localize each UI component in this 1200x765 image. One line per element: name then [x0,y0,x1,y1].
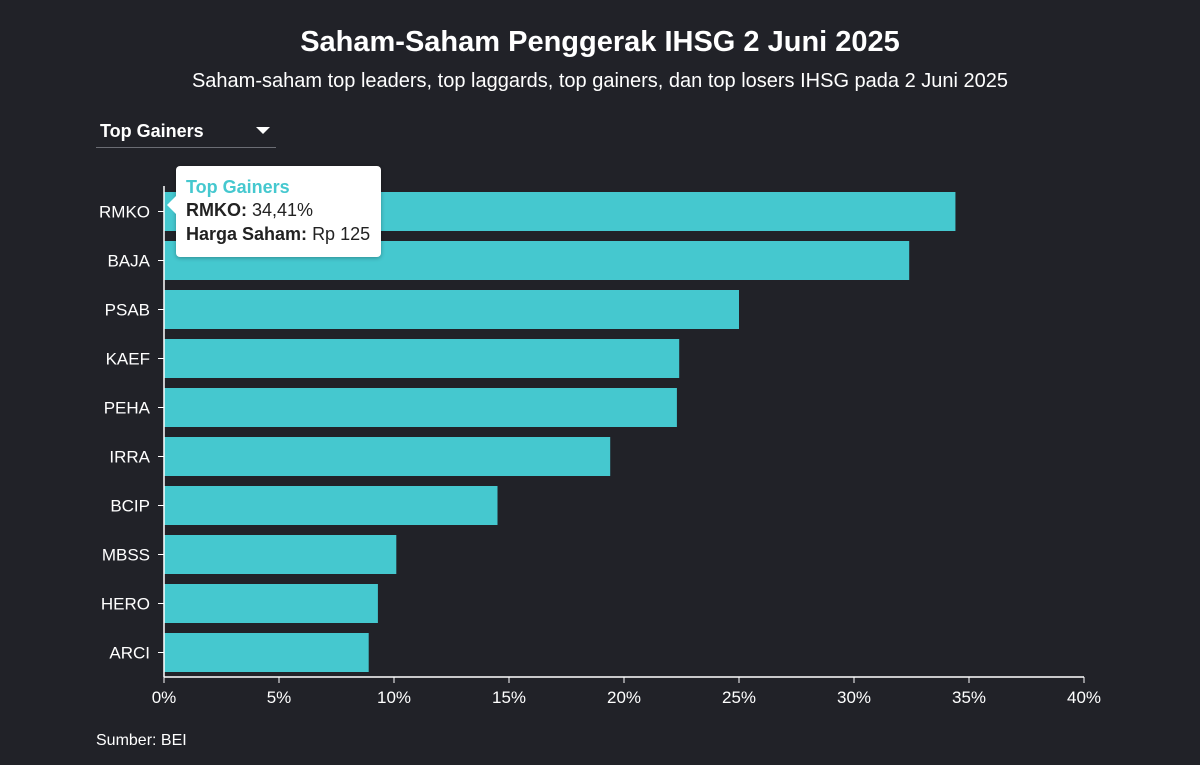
category-dropdown[interactable]: Top Gainers [96,114,276,148]
bar-irra[interactable] [164,437,611,476]
x-tick-label: 40% [1067,688,1101,707]
chevron-down-icon [256,127,270,134]
x-tick-label: 30% [837,688,871,707]
y-tick-label: MBSS [102,546,150,565]
tooltip-ticker-value: 34,41% [252,200,314,220]
tooltip-price-row: Harga Saham: Rp 125 [186,222,371,246]
y-tick-label: HERO [101,595,150,614]
y-tick-label: ARCI [109,644,150,663]
x-tick-label: 20% [607,688,641,707]
bar-hero[interactable] [164,584,378,623]
x-tick-label: 25% [722,688,756,707]
y-tick-label: PEHA [104,399,151,418]
bar-psab[interactable] [164,290,739,329]
tooltip-pointer [167,196,176,214]
y-tick-label: BAJA [107,252,150,271]
bar-peha[interactable] [164,388,677,427]
y-tick-label: KAEF [106,350,150,369]
dropdown-selected-label: Top Gainers [100,121,204,141]
bar-arci[interactable] [164,633,369,672]
y-tick-label: BCIP [110,497,150,516]
tooltip-price-label: Harga Saham: [186,224,308,244]
tooltip-price-value: Rp 125 [312,224,371,244]
bar-kaef[interactable] [164,339,680,378]
y-tick-label: IRRA [109,448,150,467]
bar-bcip[interactable] [164,486,498,525]
x-tick-label: 10% [377,688,411,707]
chart-title: Saham-Saham Penggerak IHSG 2 Juni 2025 [300,26,900,58]
x-tick-label: 0% [152,688,177,707]
x-tick-label: 15% [492,688,526,707]
chart-subtitle: Saham-saham top leaders, top laggards, t… [191,70,1009,92]
tooltip-title: Top Gainers [186,177,290,197]
tooltip-ticker-row: RMKO: 34,41% [186,198,371,222]
y-tick-label: RMKO [99,203,150,222]
x-tick-label: 5% [267,688,292,707]
chart-tooltip: Top Gainers RMKO: 34,41% Harga Saham: Rp… [167,166,381,257]
x-tick-label: 35% [952,688,986,707]
source-note: Sumber: BEI [96,732,187,749]
tooltip-ticker-label: RMKO: [186,200,247,220]
y-tick-label: PSAB [105,301,150,320]
bar-mbss[interactable] [164,535,397,574]
